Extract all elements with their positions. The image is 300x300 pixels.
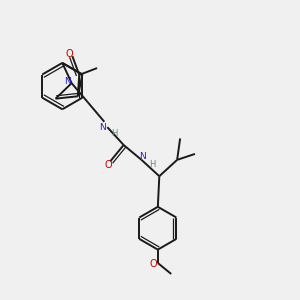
Text: N: N bbox=[64, 77, 70, 86]
Text: H: H bbox=[112, 129, 118, 138]
Text: O: O bbox=[105, 160, 112, 170]
Text: O: O bbox=[150, 259, 157, 269]
Text: N: N bbox=[140, 152, 146, 161]
Text: N: N bbox=[100, 123, 106, 132]
Text: H: H bbox=[149, 160, 155, 169]
Text: O: O bbox=[66, 49, 73, 59]
